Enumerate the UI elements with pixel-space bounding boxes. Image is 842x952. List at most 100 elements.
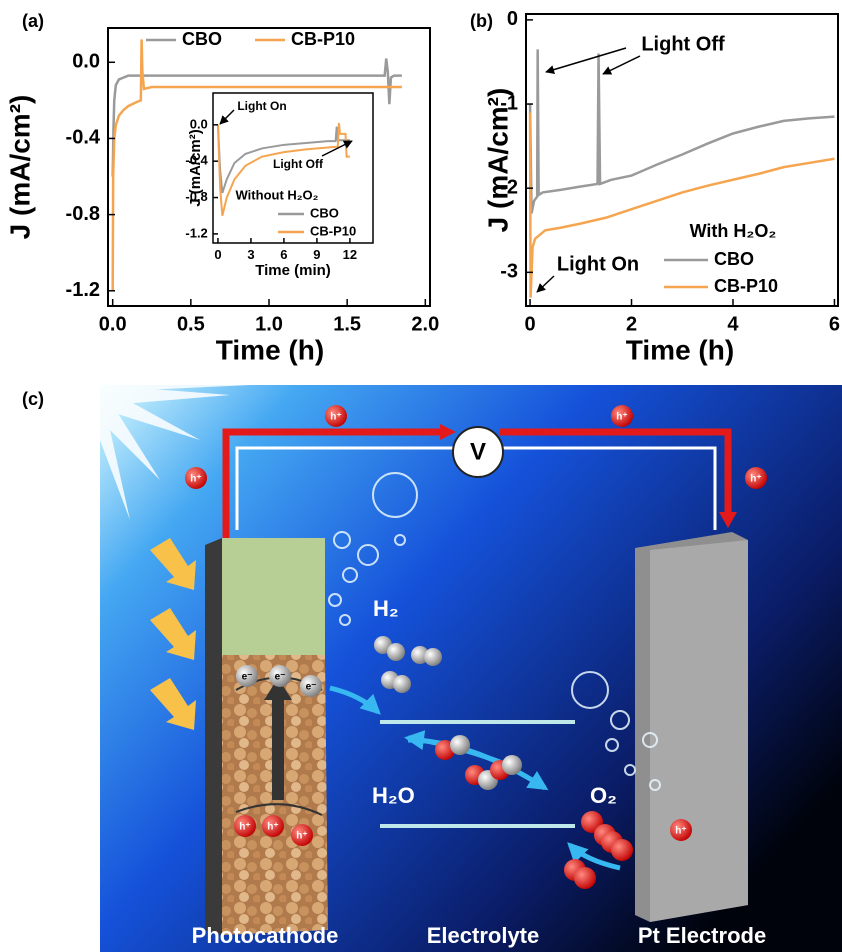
legend-label: CB-P10 xyxy=(291,29,355,49)
legend-title: With H₂O₂ xyxy=(690,221,777,241)
arrowhead xyxy=(440,424,456,440)
bubbles xyxy=(328,472,661,791)
annotation: Light Off xyxy=(641,33,725,55)
electrode-label: Photocathode xyxy=(192,923,339,948)
panel-label: (b) xyxy=(470,11,493,31)
annotation-arrow xyxy=(321,140,353,157)
arrowhead xyxy=(719,512,737,528)
axis-frame xyxy=(525,13,839,307)
particle-label: h⁺ xyxy=(296,831,307,842)
annotation-arrow xyxy=(602,55,641,75)
annotation-arrow xyxy=(219,109,235,125)
y-tick-label: -0.8 xyxy=(185,189,207,204)
pt-electrode xyxy=(650,540,748,922)
data-line xyxy=(216,122,350,216)
photocathode-film xyxy=(222,538,325,655)
annotation: Light On xyxy=(237,99,286,113)
particle xyxy=(185,467,207,489)
x-tick-label: 3 xyxy=(247,247,254,262)
particle xyxy=(502,755,522,775)
legend-label: CB-P10 xyxy=(310,223,356,238)
inset-background xyxy=(213,93,373,243)
electrode-label: Pt Electrode xyxy=(638,923,766,948)
panel-label: (c) xyxy=(22,389,44,409)
particle xyxy=(670,819,692,841)
particle-label: h⁺ xyxy=(675,826,686,837)
particle xyxy=(234,815,256,837)
legend-title: Without H₂O₂ xyxy=(236,187,319,202)
particle xyxy=(262,815,284,837)
y-tick-label: -2 xyxy=(500,176,518,198)
h2-label: H₂ xyxy=(373,596,399,621)
y-tick-label: -0.8 xyxy=(66,203,100,225)
legend-label: CBO xyxy=(182,29,222,49)
x-tick-label: 0 xyxy=(214,247,221,262)
x-axis-label: Time (min) xyxy=(255,262,331,279)
particle xyxy=(574,867,596,889)
light-arrows xyxy=(150,538,196,730)
y-tick-label: -3 xyxy=(500,261,518,283)
particle xyxy=(236,665,258,687)
current-arrow xyxy=(222,428,440,538)
electrolyte-label: Electrolyte xyxy=(427,923,540,948)
particle-label: h⁺ xyxy=(616,412,627,423)
y-axis-label: J (mA/cm²) xyxy=(482,88,513,233)
x-axis-label: Time (h) xyxy=(626,334,734,365)
y-axis-label: J (mA/cm²) xyxy=(187,129,204,207)
data-line xyxy=(528,49,835,214)
particle-label: e⁻ xyxy=(242,672,253,683)
legend-label: CB-P10 xyxy=(714,276,778,296)
y-tick-label: -0.4 xyxy=(66,127,101,149)
data-line xyxy=(528,112,835,298)
x-tick-label: 0 xyxy=(524,313,535,335)
particle xyxy=(745,467,767,489)
annotation: Light Off xyxy=(273,157,324,171)
particle-label: e⁻ xyxy=(275,672,286,683)
y-tick-label: -1.2 xyxy=(66,279,100,301)
x-tick-label: 1.5 xyxy=(333,313,361,335)
particle xyxy=(611,839,633,861)
y-tick-label: 0.0 xyxy=(190,116,208,131)
particle xyxy=(450,735,470,755)
chart: 0.0 0.5 1.0 1.5 2.0 0.0 -0.4 -0.8 -1.2 Time (h) J … xyxy=(4,11,439,366)
particle-label: h⁺ xyxy=(267,822,278,833)
voltmeter-label: V xyxy=(470,438,486,465)
h2o-label: H₂O xyxy=(372,783,415,808)
x-tick-label: 4 xyxy=(727,313,739,335)
particle xyxy=(291,824,313,846)
x-tick-label: 6 xyxy=(280,247,287,262)
y-tick-label: -1 xyxy=(500,92,518,114)
voltmeter xyxy=(452,426,504,478)
particle xyxy=(387,643,405,661)
y-tick-label: 0.0 xyxy=(72,51,100,73)
chart: 0 3 6 9 12 0.0 -0.4 -0.8 -1.2 Time (min) J (mA/cm²… xyxy=(185,92,374,279)
data-line xyxy=(111,39,402,291)
x-tick-label: 2.0 xyxy=(411,313,439,335)
panel-label: (a) xyxy=(22,11,44,31)
legend-label: CBO xyxy=(714,249,754,269)
x-tick-label: 0.5 xyxy=(177,313,205,335)
legend-label: CBO xyxy=(310,205,339,220)
axis-frame xyxy=(212,92,374,244)
x-tick-label: 6 xyxy=(829,313,840,335)
annotation: Light On xyxy=(557,253,639,275)
x-tick-label: 12 xyxy=(343,247,357,262)
photocathode-side xyxy=(205,538,222,935)
particle xyxy=(393,675,411,693)
sun-rays xyxy=(100,385,250,520)
y-tick-label: 0 xyxy=(507,8,518,30)
current-arrow xyxy=(500,428,732,512)
chart: 0 2 4 6 0 -1 -2 -3 Time (h) J (mA/cm²) (b) With H₂O… xyxy=(470,8,840,365)
x-tick-label: 2 xyxy=(626,313,637,335)
x-axis-label: Time (h) xyxy=(216,334,324,365)
x-tick-label: 1.0 xyxy=(255,313,283,335)
particle-label: h⁺ xyxy=(750,474,761,485)
particle xyxy=(325,405,347,427)
y-tick-label: -0.4 xyxy=(185,153,208,168)
y-axis-label: J (mA/cm²) xyxy=(4,95,35,240)
x-tick-label: 9 xyxy=(313,247,320,262)
data-line xyxy=(111,58,402,177)
particle xyxy=(300,675,322,697)
